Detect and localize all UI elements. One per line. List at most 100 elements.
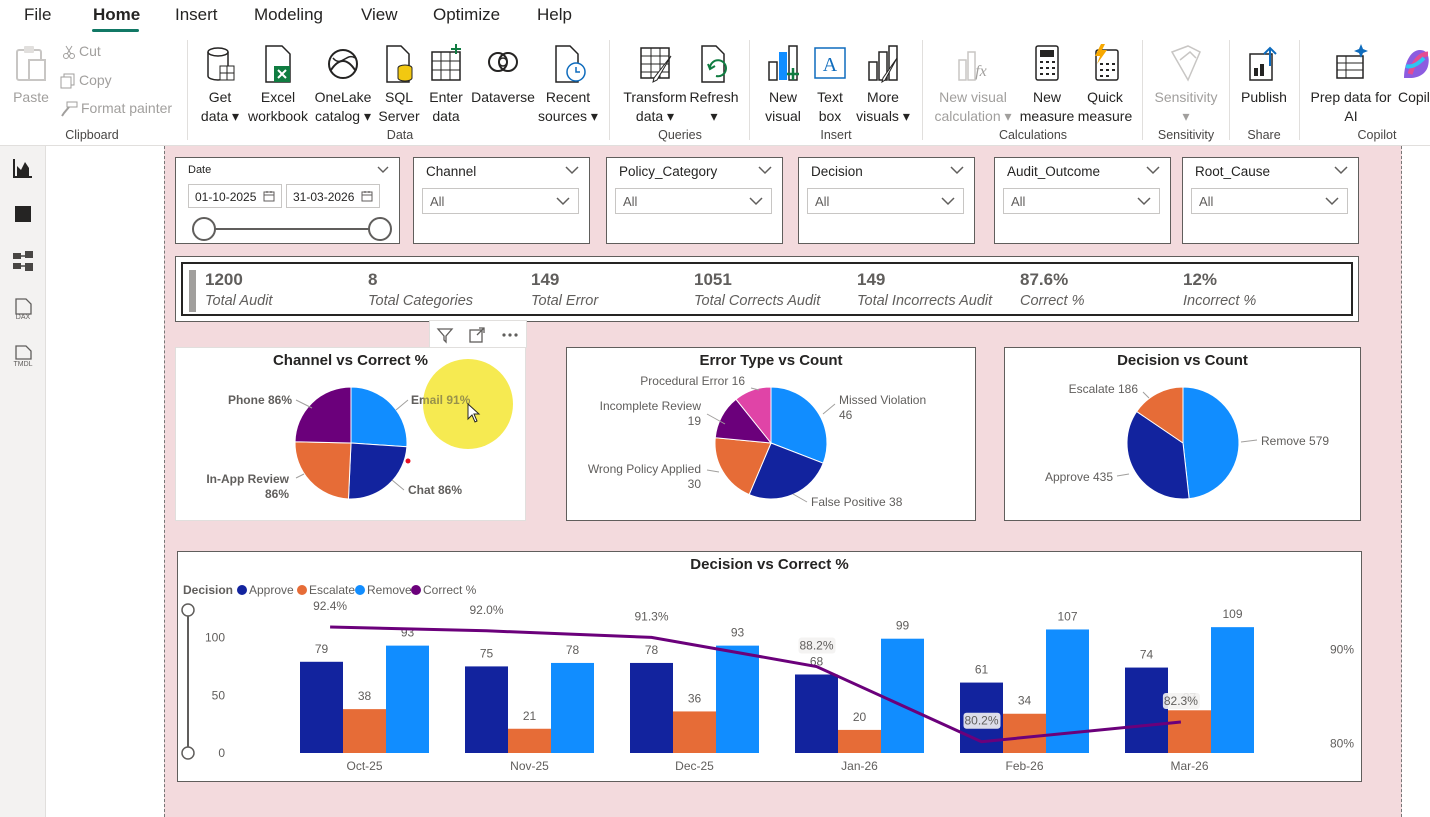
format-painter-button[interactable]: Format painter	[60, 100, 172, 117]
dax-query-view-icon[interactable]: DAX	[11, 297, 35, 321]
line-data-label: 88.2%	[799, 639, 833, 653]
channel-correct-pie-visual[interactable]: Channel vs Correct % Email 91% Chat 86% In…	[175, 347, 526, 521]
combo-chart: Decision Approve Escalate Remove Correct % 0 5…	[181, 583, 1354, 773]
decision-slicer[interactable]: Decision All	[798, 157, 975, 244]
dataverse-button[interactable]: Dataverse	[470, 44, 536, 107]
date-slicer-title: Date	[188, 164, 212, 176]
channel-dropdown[interactable]: All	[422, 188, 579, 214]
bar-approve-jan-26	[795, 674, 838, 753]
menu-home[interactable]: Home	[93, 5, 141, 24]
get-data-button[interactable]: Get data ▾	[197, 44, 243, 126]
chevron-down-icon	[749, 197, 763, 206]
copy-button[interactable]: Copy	[60, 72, 112, 89]
date-range-slider[interactable]	[190, 216, 396, 242]
chevron-down-icon	[1325, 197, 1339, 206]
paste-button[interactable]: Paste	[10, 44, 52, 107]
refresh-button[interactable]: Refresh ▾	[689, 44, 739, 126]
report-view-icon[interactable]	[11, 156, 35, 180]
root-cause-slicer[interactable]: Root_Cause All	[1182, 157, 1359, 244]
bar-data-label: 21	[523, 709, 537, 723]
model-view-icon[interactable]	[11, 249, 35, 273]
svg-text:DAX: DAX	[16, 314, 31, 321]
new-measure-button[interactable]: New measure	[1018, 44, 1076, 126]
cut-button[interactable]: Cut	[62, 43, 101, 60]
text-box-button[interactable]: A Text box	[810, 44, 850, 126]
audit-outcome-dropdown[interactable]: All	[1003, 188, 1160, 214]
bar-data-label: 74	[1140, 648, 1154, 662]
menu-help[interactable]: Help	[537, 5, 572, 24]
chevron-down-icon[interactable]	[565, 166, 579, 175]
more-visuals-button[interactable]: More visuals ▾	[855, 44, 911, 126]
copy-icon	[60, 73, 75, 89]
error-type-pie-visual[interactable]: Error Type vs Count Missed Violation 46 Fa…	[566, 347, 976, 521]
channel-slicer[interactable]: Channel All	[413, 157, 590, 244]
new-visual-button[interactable]: New visual	[762, 44, 804, 126]
y2-tick-label: 80%	[1330, 737, 1354, 751]
calendar-icon	[361, 191, 373, 202]
more-options-icon[interactable]	[500, 326, 520, 344]
bar-data-label: 61	[975, 663, 989, 677]
menu-view[interactable]: View	[361, 5, 398, 24]
transform-data-button[interactable]: Transform data ▾	[622, 44, 688, 126]
pie-slice-phone	[294, 386, 352, 444]
onelake-catalog-button[interactable]: OneLake catalog ▾	[314, 44, 372, 126]
decision-slicer-title: Decision	[811, 164, 863, 179]
group-queries: Queries	[658, 128, 702, 142]
combo-chart-title: Decision vs Correct %	[690, 556, 849, 573]
audit-outcome-slicer[interactable]: Audit_Outcome All	[994, 157, 1171, 244]
excel-icon	[265, 45, 291, 83]
line-data-label: 92.4%	[313, 599, 347, 613]
filter-icon[interactable]	[436, 326, 454, 344]
quick-measure-button[interactable]: Quick measure	[1076, 44, 1134, 126]
chevron-down-icon[interactable]	[377, 166, 389, 174]
bar-data-label: 36	[688, 691, 702, 705]
policy-category-slicer[interactable]: Policy_Category All	[606, 157, 783, 244]
chevron-down-icon[interactable]	[1146, 166, 1160, 175]
calendar-icon	[263, 191, 275, 202]
chevron-down-icon[interactable]	[758, 166, 772, 175]
bar-remove-oct-25	[386, 645, 429, 753]
sensitivity-button[interactable]: Sensitivity ▾	[1150, 44, 1222, 126]
sql-server-button[interactable]: SQL Server	[378, 44, 420, 126]
menu-modeling[interactable]: Modeling	[254, 5, 323, 24]
pie-data-label: Wrong Policy Applied	[588, 462, 701, 476]
new-visual-calculation-button[interactable]: fx New visual calculation ▾	[932, 44, 1014, 126]
excel-workbook-button[interactable]: Excel workbook	[246, 44, 310, 126]
enter-data-button[interactable]: Enter data	[425, 44, 467, 126]
date-slicer[interactable]: Date 01-10-2025 31-03-2026	[175, 157, 400, 244]
chevron-down-icon[interactable]	[950, 166, 964, 175]
focus-mode-icon[interactable]	[468, 326, 486, 344]
decision-dropdown[interactable]: All	[807, 188, 964, 214]
tmdl-view-icon[interactable]: TMDL	[11, 344, 35, 368]
menu-file[interactable]: File	[24, 5, 52, 24]
sql-server-icon	[386, 45, 413, 83]
root-cause-dropdown[interactable]: All	[1191, 188, 1348, 214]
scissors-icon	[63, 46, 75, 60]
bar-chart-plus-icon	[768, 45, 799, 81]
end-date-input[interactable]: 31-03-2026	[286, 184, 380, 208]
recent-sources-button[interactable]: Recent sources ▾	[537, 44, 599, 126]
decision-count-pie-visual[interactable]: Decision vs Count Remove 579 Approve 435 E…	[1004, 347, 1361, 521]
pie-leader-line	[706, 413, 726, 425]
copilot-button[interactable]: Copilo	[1398, 44, 1430, 107]
svg-text:fx: fx	[975, 63, 987, 80]
pie-slice-chat	[347, 442, 408, 500]
legend-label-approve: Approve	[249, 583, 294, 597]
active-tab-indicator	[92, 29, 139, 32]
transform-data-icon	[640, 47, 672, 83]
start-date-input[interactable]: 01-10-2025	[188, 184, 282, 208]
kpi-card-strip[interactable]: 1200 Total Audit 8 Total Categories 149 Tot…	[175, 256, 1359, 322]
menu-optimize[interactable]: Optimize	[433, 5, 501, 24]
policy-category-dropdown[interactable]: All	[615, 188, 772, 214]
bar-data-label: 109	[1222, 607, 1242, 621]
chevron-down-icon[interactable]	[1334, 166, 1348, 175]
line-data-label: 91.3%	[634, 609, 668, 623]
publish-icon	[1249, 46, 1277, 81]
publish-button[interactable]: Publish	[1238, 44, 1290, 107]
pie-data-label: 19	[688, 414, 702, 428]
table-view-icon[interactable]	[11, 202, 35, 226]
pie-data-label: Escalate 186	[1069, 382, 1139, 396]
prep-data-for-ai-button[interactable]: Prep data for AI	[1306, 44, 1396, 126]
decision-correct-combo-visual[interactable]: Decision vs Correct % Decision Approve Esc…	[177, 551, 1362, 782]
menu-insert[interactable]: Insert	[175, 5, 218, 24]
